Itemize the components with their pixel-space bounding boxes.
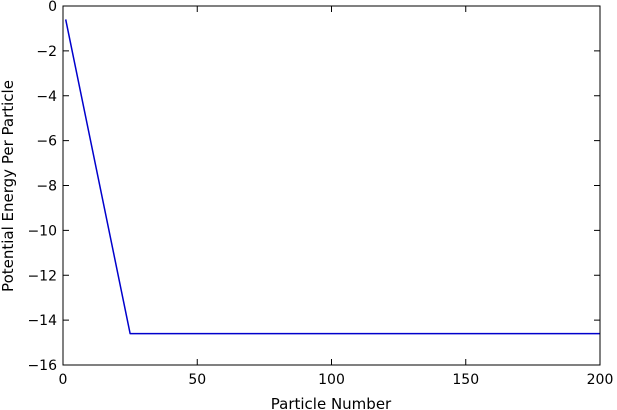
x-tick-label: 50 xyxy=(188,372,206,388)
y-tick-label: −12 xyxy=(27,268,57,284)
y-tick-label: −10 xyxy=(27,223,57,239)
x-tick-label: 200 xyxy=(587,372,614,388)
ticks-layer xyxy=(62,5,601,366)
y-tick-label: −4 xyxy=(36,89,57,105)
y-tick-labels: 0 −2 −4 −6 −8 −10 −12 −14 −16 xyxy=(27,0,57,374)
y-tick-label: −6 xyxy=(36,134,57,150)
y-tick-label: −2 xyxy=(36,44,57,60)
x-tick-labels: 0 50 100 150 200 xyxy=(59,372,614,388)
y-tick-label: −8 xyxy=(36,179,57,195)
series-line-0 xyxy=(64,19,600,335)
y-tick-label: −16 xyxy=(27,358,57,374)
x-axis-label: Particle Number xyxy=(271,395,392,410)
plot-frame xyxy=(62,5,601,366)
x-tick-label: 0 xyxy=(59,372,68,388)
y-tick-label: −14 xyxy=(27,313,57,329)
y-tick-label: 0 xyxy=(48,0,57,15)
x-tick-label: 150 xyxy=(452,372,479,388)
series-layer xyxy=(64,19,600,335)
x-tick-label: 100 xyxy=(318,372,345,388)
y-axis-label: Potential Energy Per Particle xyxy=(0,80,17,292)
